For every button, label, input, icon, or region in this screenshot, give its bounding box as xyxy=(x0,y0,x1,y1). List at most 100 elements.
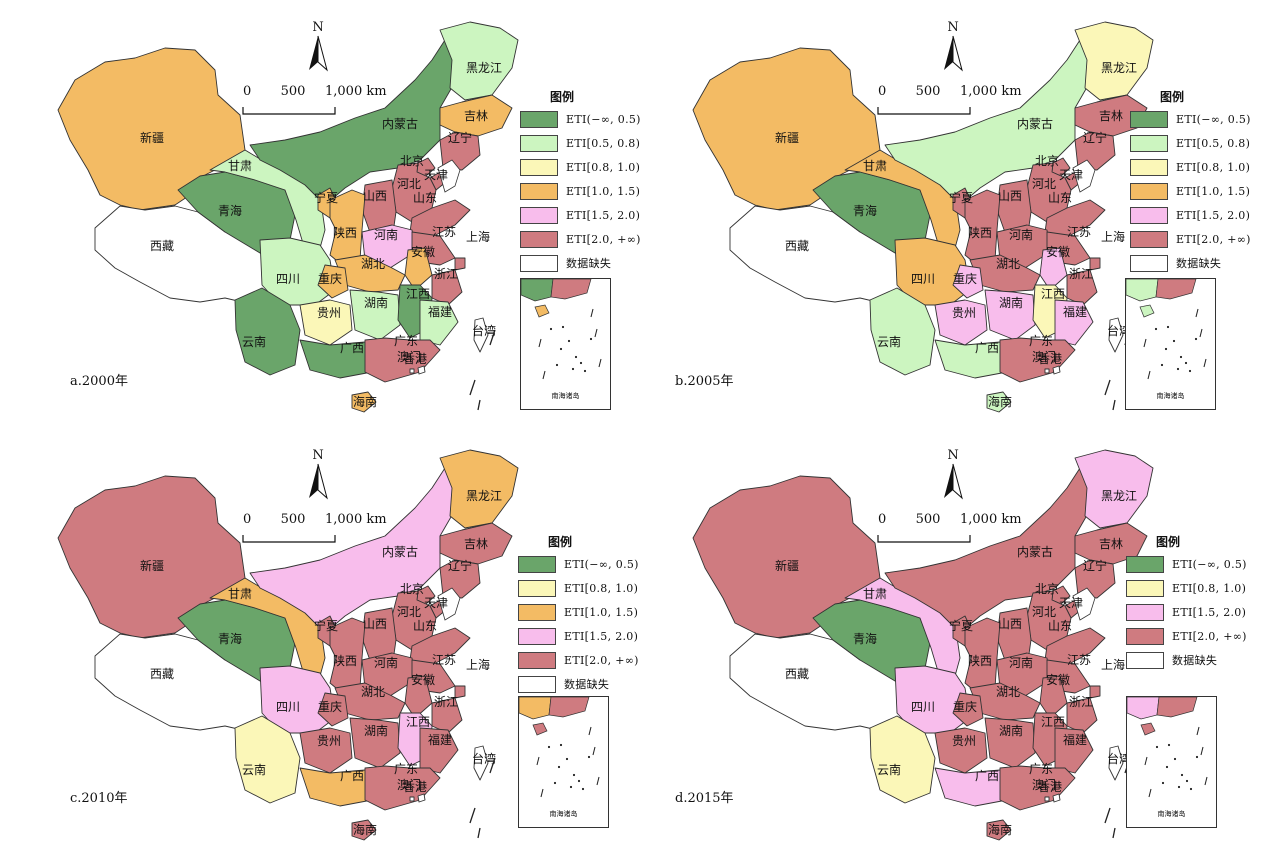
province-label: 西藏 xyxy=(785,667,809,681)
inset-guangdong xyxy=(550,278,592,300)
province-label: 江苏 xyxy=(1067,653,1091,667)
province-label: 澳门 xyxy=(1032,777,1056,792)
scale-bar xyxy=(242,107,336,115)
island-dot xyxy=(1180,773,1184,777)
inset-guangxi xyxy=(520,278,554,302)
legend-item: ETI[2.0, +∞) xyxy=(518,650,639,670)
bohai-sea xyxy=(1072,587,1096,621)
province-label: 河北 xyxy=(397,605,421,619)
legend-item: ETI[1.5, 2.0) xyxy=(520,205,641,225)
province-label: 河南 xyxy=(374,227,398,242)
province-label: 河北 xyxy=(1032,177,1056,191)
province-label: 海南 xyxy=(988,394,1012,409)
border-dash xyxy=(596,776,600,786)
island-dot xyxy=(547,745,551,749)
legend-label: ETI[1.5, 2.0) xyxy=(566,208,641,222)
province-label: 香港 xyxy=(1038,352,1062,366)
province-6d775357 xyxy=(986,819,1012,841)
island-dot xyxy=(579,361,583,365)
province-label: 广西 xyxy=(340,341,364,355)
inset-hainan xyxy=(534,304,550,318)
legend-label: ETI[1.5, 2.0) xyxy=(1176,208,1251,222)
province-label: 广东 xyxy=(394,762,418,776)
province-label: 云南 xyxy=(877,334,901,349)
legend-item: ETI[1.5, 2.0) xyxy=(1126,602,1247,622)
inset-guangdong xyxy=(1155,278,1197,300)
legend-label: ETI[1.5, 2.0) xyxy=(1172,605,1247,619)
island-dot xyxy=(1195,755,1199,759)
island-dot xyxy=(1185,779,1189,783)
province-8d355dde xyxy=(299,727,353,774)
north-arrow-icon xyxy=(944,463,963,500)
province-label: 宁夏 xyxy=(949,618,973,633)
island-dot xyxy=(557,765,561,769)
province-label: 湖南 xyxy=(999,295,1023,310)
border-dash xyxy=(1112,827,1116,839)
legend-item: ETI(−∞, 0.5) xyxy=(1130,109,1251,129)
legend-label: ETI(−∞, 0.5) xyxy=(566,112,641,126)
province-label: 北京 xyxy=(1035,154,1059,168)
province-label: 上海 xyxy=(466,229,490,244)
province-6e565357 xyxy=(349,289,401,341)
province-5b895fbd xyxy=(1039,675,1068,719)
province-label: 陕西 xyxy=(968,225,992,240)
province-8d355dde xyxy=(299,299,353,346)
border-dash xyxy=(588,726,592,736)
province-label: 台湾 xyxy=(472,323,496,338)
province-label: 山东 xyxy=(413,191,437,205)
legend-item: ETI[2.0, +∞) xyxy=(1130,229,1251,249)
province-label: 山东 xyxy=(413,619,437,633)
legend-label: ETI[0.8, 1.0) xyxy=(1172,581,1247,595)
island-dot xyxy=(1173,757,1177,761)
province-label: 湖南 xyxy=(364,295,388,310)
province-91cd5e86 xyxy=(317,264,349,299)
island-dot xyxy=(1161,781,1165,785)
scale-label: 0 xyxy=(878,512,886,527)
scale-bar xyxy=(877,107,971,115)
island-dot xyxy=(555,363,559,367)
province-label: 广西 xyxy=(340,769,364,783)
legend-title: 图例 xyxy=(1160,90,1185,104)
province-label: 澳门 xyxy=(397,349,421,364)
inset-caption: 南海诸岛 xyxy=(1157,810,1186,818)
legend-item: 数据缺失 xyxy=(1126,650,1247,670)
legend-title: 图例 xyxy=(548,535,573,549)
inset-map xyxy=(518,696,600,798)
legend-item: ETI[1.0, 1.5) xyxy=(1130,181,1251,201)
legend-label: ETI[1.0, 1.5) xyxy=(564,605,639,619)
province-54096797 xyxy=(1074,94,1148,137)
province-5b895fbd xyxy=(1039,247,1068,291)
legend-label: ETI(−∞, 0.5) xyxy=(1172,557,1247,571)
province-label: 海南 xyxy=(988,822,1012,837)
province-label: 香港 xyxy=(403,352,427,366)
legend-item: ETI[0.8, 1.0) xyxy=(520,157,641,177)
province-label: 江西 xyxy=(406,287,430,301)
province-label: 辽宁 xyxy=(448,130,472,145)
province-label: 宁夏 xyxy=(949,190,973,205)
province-label: 新疆 xyxy=(140,558,164,573)
island-dot xyxy=(567,339,571,343)
panel-label: c.2010年 xyxy=(70,791,128,806)
scale-label: 1,000 km xyxy=(960,84,1022,99)
legend-title: 图例 xyxy=(550,90,575,104)
north-arrow-icon xyxy=(309,463,328,500)
island-dot xyxy=(574,355,578,359)
scale-bar xyxy=(242,535,336,543)
legend-swatch xyxy=(520,254,558,272)
province-label: 山西 xyxy=(998,189,1022,203)
border-dash xyxy=(1112,399,1116,411)
map-panel-1: 新疆 西藏 青海 甘肃 内蒙古 黑龙江 吉林 辽宁 北京 天津 河北 山西 山东 宁夏 陕西 河南 江苏 上海 安徽… xyxy=(0,0,635,428)
legend: 图例 ETI(−∞, 0.5) ETI[0.8, 1.0) ETI[1.0, 1.5)… xyxy=(518,533,639,698)
province-label: 青海 xyxy=(853,631,877,646)
legend-swatch xyxy=(1126,651,1164,669)
province-label: 甘肃 xyxy=(228,587,252,601)
province-label: 内蒙古 xyxy=(1017,544,1053,559)
province-8d355dde xyxy=(934,299,988,346)
province-99996e2f xyxy=(1052,365,1061,375)
island-dot xyxy=(1188,369,1192,373)
inset-map xyxy=(520,278,602,380)
province-9ed19f996c5f xyxy=(439,21,519,101)
inset-guangxi xyxy=(518,696,552,720)
legend-label: ETI[0.5, 0.8) xyxy=(566,136,641,150)
border-dash xyxy=(477,399,481,411)
